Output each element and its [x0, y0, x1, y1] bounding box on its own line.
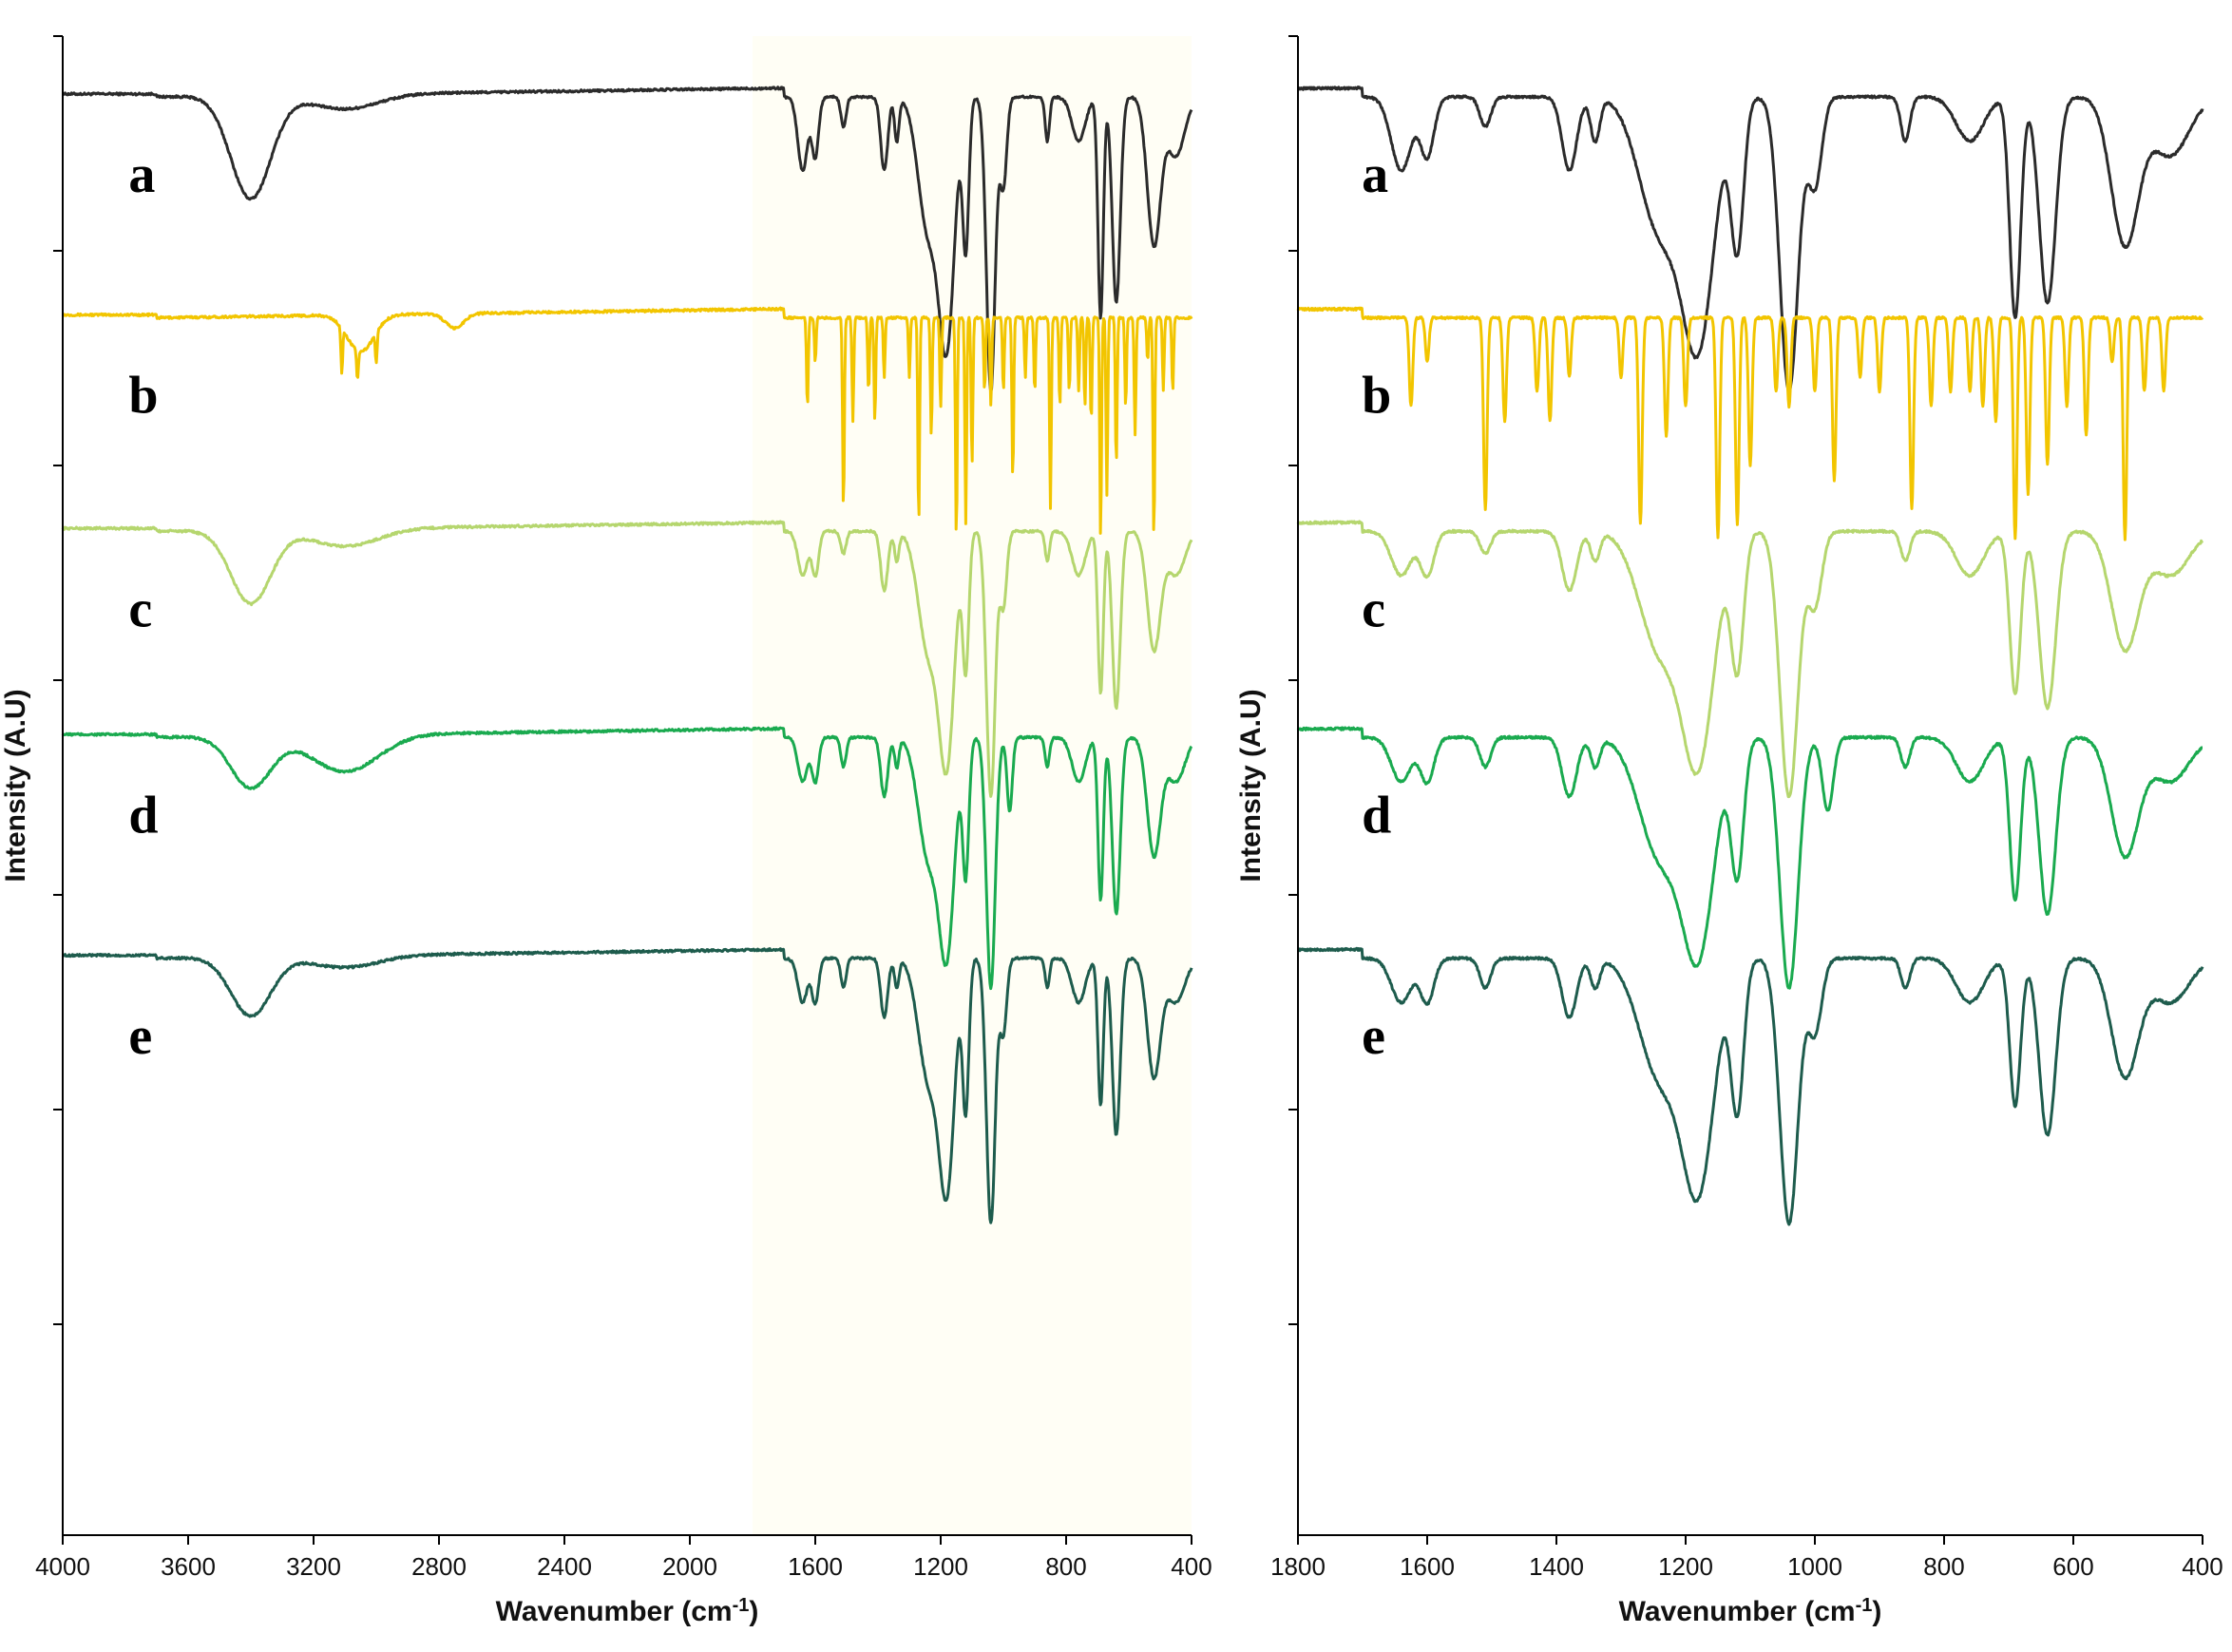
spectrum-line-e	[61, 947, 1193, 1225]
x-tick-label: 2800	[411, 1552, 467, 1581]
x-tick-label: 4000	[35, 1552, 90, 1581]
series-label-d: d	[128, 786, 158, 845]
fingerprint-region-shade	[753, 36, 1192, 1535]
spectrum-line-a	[1297, 85, 2204, 393]
series-label-e: e	[128, 1007, 152, 1066]
x-tick-label: 1600	[788, 1552, 843, 1581]
spectrum-line-b	[1296, 306, 2204, 541]
series-label-a: a	[1362, 145, 1388, 204]
x-tick-label: 1000	[1787, 1552, 1842, 1581]
spectrum-line-e	[1297, 946, 2204, 1226]
x-tick-label: 2000	[662, 1552, 717, 1581]
left-panel: a b c d e 4000 3600 3200 2800 2400 2000 1600 1200 80…	[0, 35, 1212, 1627]
series-label-d: d	[1362, 786, 1391, 845]
right-panel: a b c d e 1800 1600 1400 1200 1000 800 600 400 Wave…	[1235, 35, 2223, 1627]
x-tick-label: 3200	[286, 1552, 341, 1581]
spectrum-line-d	[61, 726, 1193, 991]
series-label-c: c	[1362, 579, 1385, 638]
spectrum-line-d	[1296, 726, 2203, 990]
x-tick-label: 1200	[1658, 1552, 1713, 1581]
x-tick-label: 2400	[537, 1552, 592, 1581]
x-tick-label: 1400	[1529, 1552, 1584, 1581]
left-x-axis-title: Wavenumber (cm-1)	[496, 1595, 759, 1627]
x-tick-label: 3600	[161, 1552, 216, 1581]
x-tick-label: 800	[1923, 1552, 1964, 1581]
x-tick-label: 400	[1171, 1552, 1211, 1581]
series-label-b: b	[1362, 367, 1391, 426]
x-tick-label: 600	[2052, 1552, 2093, 1581]
spectrum-line-c	[61, 520, 1193, 798]
x-tick-label: 800	[1045, 1552, 1086, 1581]
x-tick-label: 1800	[1270, 1552, 1326, 1581]
series-label-a: a	[128, 145, 155, 204]
spectrum-line-c	[1296, 520, 2204, 799]
left-y-axis-title: Intensity (A.U)	[0, 689, 31, 882]
right-x-axis-title: Wavenumber (cm-1)	[1619, 1595, 1882, 1627]
series-label-c: c	[128, 579, 152, 638]
x-tick-label: 1600	[1400, 1552, 1455, 1581]
series-label-b: b	[128, 367, 158, 426]
spectrum-line-b	[62, 306, 1193, 535]
right-y-axis-title: Intensity (A.U)	[1235, 689, 1267, 882]
spectrum-line-a	[62, 85, 1193, 394]
x-tick-label: 400	[2182, 1552, 2222, 1581]
series-label-e: e	[1362, 1007, 1385, 1066]
x-tick-label: 1200	[913, 1552, 968, 1581]
